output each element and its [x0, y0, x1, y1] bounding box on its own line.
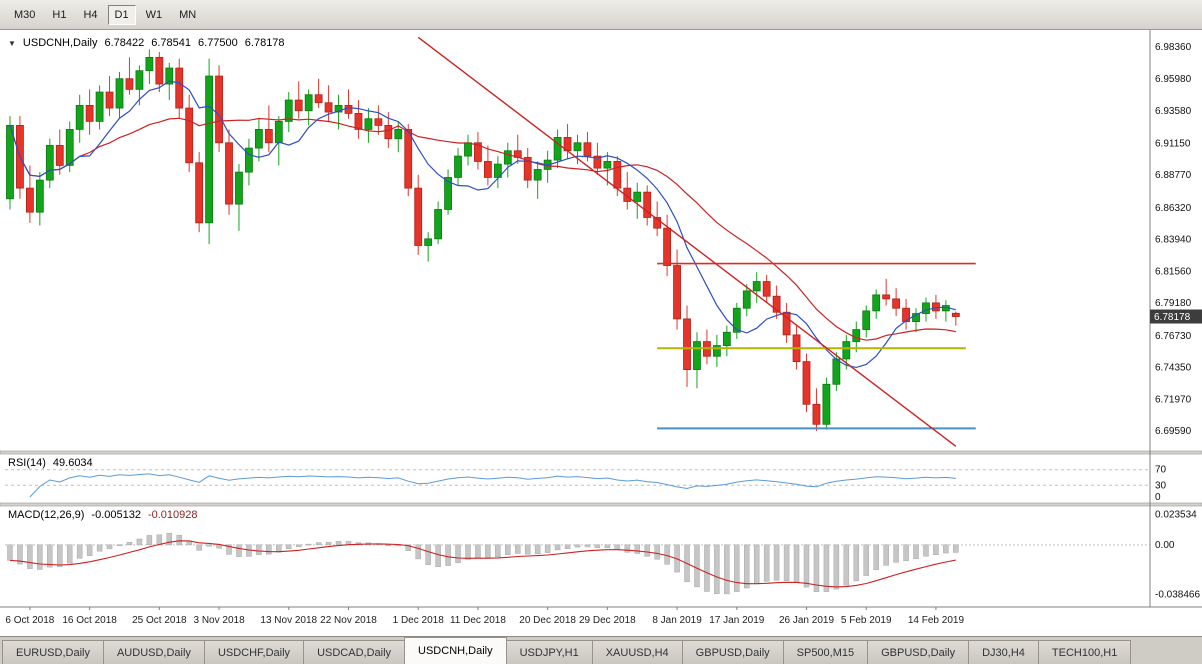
svg-text:6.83940: 6.83940 — [1155, 235, 1192, 246]
timeframe-button-h1[interactable]: H1 — [52, 8, 67, 21]
current-price-badge: 6.78178 — [1150, 309, 1202, 324]
svg-text:0: 0 — [1155, 492, 1161, 503]
chart-tab-tech100-h1[interactable]: TECH100,H1 — [1038, 640, 1132, 664]
svg-text:-0.038466: -0.038466 — [1155, 590, 1200, 601]
chart-tab-audusd-daily[interactable]: AUDUSD,Daily — [103, 640, 205, 664]
chart-tab-usdcad-daily[interactable]: USDCAD,Daily — [304, 640, 406, 664]
svg-text:6.86320: 6.86320 — [1155, 203, 1192, 214]
svg-text:6 Oct 2018: 6 Oct 2018 — [5, 615, 54, 626]
timeframe-button-mn[interactable]: MN — [179, 8, 197, 21]
svg-text:8 Jan 2019: 8 Jan 2019 — [652, 615, 702, 626]
svg-text:70: 70 — [1155, 465, 1167, 476]
svg-text:6.88770: 6.88770 — [1155, 170, 1192, 181]
svg-text:16 Oct 2018: 16 Oct 2018 — [62, 615, 117, 626]
svg-text:30: 30 — [1155, 480, 1167, 491]
svg-text:6.78178: 6.78178 — [1154, 312, 1191, 323]
svg-text:6.69590: 6.69590 — [1155, 426, 1192, 437]
chart-tab-gbpusd-daily[interactable]: GBPUSD,Daily — [682, 640, 784, 664]
chart-tab-usdchf-daily[interactable]: USDCHF,Daily — [204, 640, 305, 664]
timeframe-button-m30[interactable]: M30 — [14, 8, 36, 21]
candlestick-series — [6, 49, 960, 431]
trend-objects[interactable] — [417, 36, 976, 447]
chart-canvas[interactable]: 6.98360 6.95980 6.93580 6.91150 6.88770 6.863… — [0, 30, 1202, 636]
svg-text:14 Feb 2019: 14 Feb 2019 — [908, 615, 965, 626]
svg-text:25 Oct 2018: 25 Oct 2018 — [132, 615, 187, 626]
svg-text:26 Jan 2019: 26 Jan 2019 — [779, 615, 834, 626]
chart-tab-eurusd-daily[interactable]: EURUSD,Daily — [2, 640, 104, 664]
timeframe-button-w1[interactable]: W1 — [145, 8, 163, 21]
svg-text:6.93580: 6.93580 — [1155, 106, 1192, 117]
svg-text:6.71970: 6.71970 — [1155, 394, 1192, 405]
svg-text:6.76730: 6.76730 — [1155, 331, 1192, 342]
chart-tab-gbpusd-daily[interactable]: GBPUSD,Daily — [868, 640, 970, 664]
chart-tab-xauusd-h4[interactable]: XAUUSD,H4 — [592, 640, 683, 664]
svg-text:6.81560: 6.81560 — [1155, 266, 1192, 277]
svg-text:1 Dec 2018: 1 Dec 2018 — [393, 615, 445, 626]
svg-text:6.74350: 6.74350 — [1155, 363, 1192, 374]
time-axis[interactable]: 6 Oct 2018 16 Oct 2018 25 Oct 2018 3 Nov 20… — [0, 606, 1202, 626]
rsi-indicator — [5, 469, 1150, 498]
timeframe-toolbar: M30 H1 H4 D1 W1 MN — [0, 0, 1202, 30]
chart-tab-usdcnh-daily[interactable]: USDCNH,Daily — [404, 637, 507, 664]
svg-text:20 Dec 2018: 20 Dec 2018 — [519, 615, 576, 626]
svg-text:11 Dec 2018: 11 Dec 2018 — [450, 615, 506, 626]
svg-text:0.00: 0.00 — [1155, 540, 1175, 551]
svg-text:6.98360: 6.98360 — [1155, 42, 1192, 53]
macd-indicator — [5, 532, 1150, 595]
moving-averages — [9, 80, 956, 369]
chart-tab-dj30-h4[interactable]: DJ30,H4 — [969, 640, 1039, 664]
svg-text:6.95980: 6.95980 — [1155, 74, 1192, 85]
svg-text:6.91150: 6.91150 — [1155, 138, 1191, 149]
svg-text:22 Nov 2018: 22 Nov 2018 — [320, 615, 377, 626]
svg-text:17 Jan 2019: 17 Jan 2019 — [709, 615, 764, 626]
svg-text:0.023534: 0.023534 — [1155, 509, 1197, 520]
chart-tab-sp500-m15[interactable]: SP500,M15 — [783, 640, 869, 664]
chart-collapse-icon[interactable]: ▼ — [8, 38, 16, 48]
svg-text:5 Feb 2019: 5 Feb 2019 — [841, 615, 892, 626]
panel-splitters[interactable] — [0, 450, 1202, 507]
svg-text:3 Nov 2018: 3 Nov 2018 — [193, 615, 245, 626]
chart-window[interactable]: 6.98360 6.95980 6.93580 6.91150 6.88770 6.863… — [0, 30, 1202, 636]
price-axis[interactable]: 6.98360 6.95980 6.93580 6.91150 6.88770 6.863… — [1149, 30, 1200, 607]
timeframe-button-d1[interactable]: D1 — [107, 4, 136, 25]
chart-tab-usdjpy-h1[interactable]: USDJPY,H1 — [506, 640, 593, 664]
timeframe-button-h4[interactable]: H4 — [83, 8, 98, 21]
svg-text:6.79180: 6.79180 — [1155, 298, 1192, 309]
svg-text:13 Nov 2018: 13 Nov 2018 — [260, 615, 317, 626]
charts-tab-bar: EURUSD,Daily AUDUSD,Daily USDCHF,Daily USDC… — [0, 636, 1202, 664]
svg-text:29 Dec 2018: 29 Dec 2018 — [579, 615, 636, 626]
